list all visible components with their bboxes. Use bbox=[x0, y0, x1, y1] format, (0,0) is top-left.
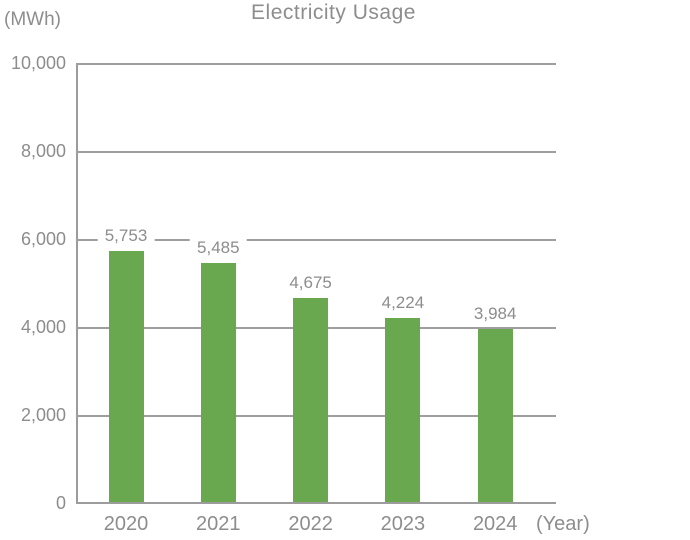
bar-2024 bbox=[477, 328, 513, 502]
bar-2020 bbox=[108, 250, 144, 502]
plot-area bbox=[76, 64, 556, 504]
x-tick-label-2022: 2022 bbox=[288, 513, 333, 535]
y-tick-label-4,000: 4,000 bbox=[20, 317, 66, 337]
bar-value-label-2023: 4,224 bbox=[374, 292, 432, 315]
y-tick-label-6,000: 6,000 bbox=[20, 229, 66, 249]
bar-2023 bbox=[385, 318, 421, 502]
bar-value-label-2020: 5,753 bbox=[97, 224, 155, 247]
bar-2021 bbox=[200, 262, 236, 502]
x-tick-label-2021: 2021 bbox=[196, 513, 241, 535]
bar-value-label-2022: 4,675 bbox=[282, 272, 339, 295]
x-axis-unit-label: (Year) bbox=[536, 513, 590, 535]
y-tick-label-8,000: 8,000 bbox=[20, 141, 66, 161]
bar-value-label-2021: 5,485 bbox=[190, 236, 247, 259]
y-tick-label-0: 0 bbox=[55, 493, 66, 513]
gridline-8,000 bbox=[76, 151, 556, 153]
y-tick-label-10,000: 10,000 bbox=[10, 53, 66, 73]
y-tick-label-2,000: 2,000 bbox=[20, 405, 66, 425]
x-tick-label-2023: 2023 bbox=[380, 513, 426, 535]
chart-title: Electricity Usage bbox=[251, 1, 416, 24]
bar-2022 bbox=[293, 298, 329, 502]
gridline-10,000 bbox=[76, 63, 556, 65]
y-axis-unit-label: (MWh) bbox=[4, 9, 61, 30]
gridline-6,000 bbox=[76, 239, 556, 241]
x-tick-label-2024: 2024 bbox=[472, 513, 518, 535]
bar-value-label-2024: 3,984 bbox=[466, 302, 524, 325]
x-tick-label-2020: 2020 bbox=[103, 513, 149, 535]
